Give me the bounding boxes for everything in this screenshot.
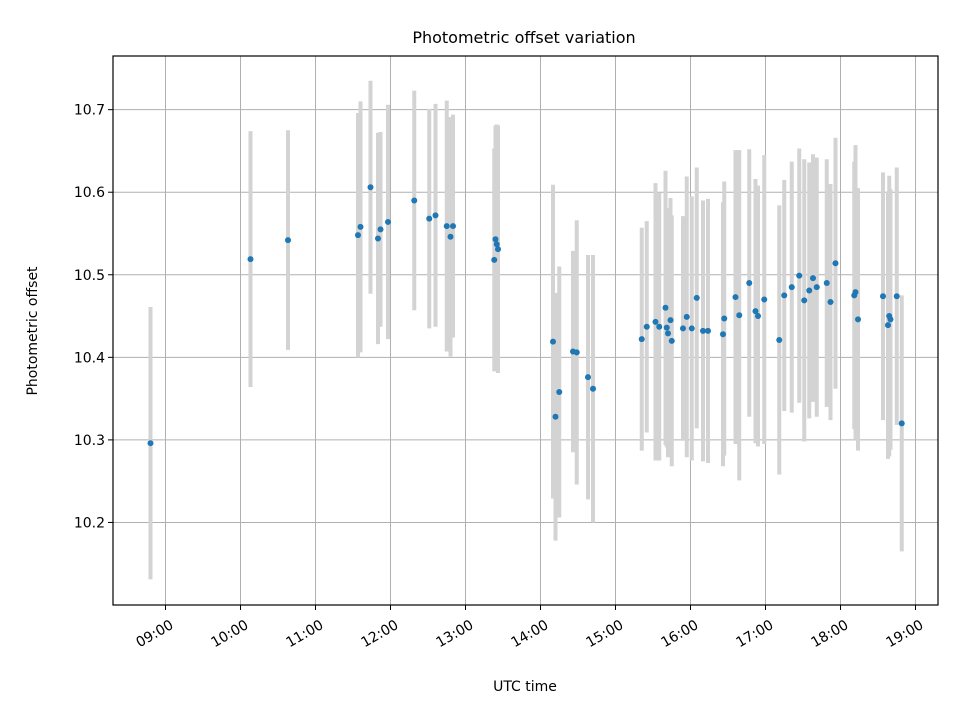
data-point — [810, 275, 816, 282]
data-point — [573, 349, 580, 356]
data-point — [411, 197, 418, 204]
data-point — [147, 440, 154, 447]
chart-title: Photometric offset variation — [412, 28, 635, 47]
x-tick-label: 09:00 — [133, 617, 176, 651]
data-point — [656, 323, 663, 330]
data-point — [813, 284, 820, 291]
data-point — [855, 316, 861, 323]
x-tick-label: 12:00 — [358, 617, 401, 651]
y-tick-label: 10.5 — [74, 268, 105, 284]
data-point — [367, 184, 374, 191]
data-point — [450, 223, 456, 230]
data-point — [652, 318, 659, 325]
data-point — [493, 241, 500, 248]
data-point — [550, 338, 556, 345]
y-axis-label: Photometric offset — [25, 266, 41, 396]
data-point — [285, 237, 291, 244]
data-point — [801, 297, 808, 304]
data-point — [755, 313, 761, 320]
data-point — [898, 420, 905, 427]
data-point — [556, 389, 563, 396]
data-point — [880, 293, 886, 300]
data-point — [746, 280, 753, 287]
data-point — [357, 223, 364, 230]
data-point — [705, 327, 711, 334]
data-point — [590, 385, 596, 392]
x-tick-label: 10:00 — [208, 617, 251, 651]
data-point — [663, 324, 670, 331]
data-point — [688, 325, 695, 332]
data-point — [893, 293, 900, 300]
x-tick-label: 14:00 — [508, 617, 551, 651]
data-point — [662, 304, 669, 311]
data-point — [823, 280, 830, 287]
data-point — [761, 296, 768, 303]
data-point — [643, 323, 650, 330]
data-point — [885, 322, 891, 329]
data-point — [667, 317, 674, 324]
data-point — [732, 294, 739, 301]
data-point — [700, 327, 706, 334]
y-tick-label: 10.3 — [74, 433, 105, 449]
data-point — [776, 336, 783, 343]
data-point — [680, 325, 686, 332]
data-point — [720, 331, 726, 338]
data-point — [585, 374, 591, 381]
x-tick-label: 15:00 — [583, 617, 626, 651]
x-tick-label: 18:00 — [808, 617, 851, 651]
data-point — [693, 294, 700, 301]
x-tick-label: 19:00 — [883, 617, 926, 651]
data-point — [447, 233, 454, 240]
data-point — [247, 256, 254, 263]
x-tick-label: 13:00 — [433, 617, 476, 651]
y-tick-label: 10.7 — [74, 103, 105, 119]
data-point — [426, 215, 433, 222]
data-point — [492, 236, 499, 243]
y-tick-label: 10.4 — [74, 350, 105, 366]
plot-frame — [112, 55, 939, 606]
data-point — [806, 287, 813, 294]
data-point — [552, 413, 559, 420]
x-tick-label: 17:00 — [733, 617, 776, 651]
data-point — [796, 272, 803, 279]
data-point — [355, 232, 361, 239]
data-point — [495, 246, 501, 253]
data-point — [665, 330, 671, 337]
data-point — [832, 260, 839, 267]
data-point — [638, 336, 645, 343]
error-bars — [148, 80, 904, 580]
data-point — [683, 313, 690, 320]
data-point — [443, 223, 450, 230]
data-point — [491, 256, 498, 263]
x-tick-label: 16:00 — [658, 617, 701, 651]
data-point — [827, 299, 834, 306]
y-tick-label: 10.6 — [74, 185, 105, 201]
data-point — [752, 308, 759, 315]
y-tick-label: 10.2 — [74, 515, 105, 531]
data-point — [668, 337, 675, 344]
x-axis-label: UTC time — [493, 679, 557, 695]
x-tick-label: 11:00 — [283, 617, 326, 651]
data-point — [852, 289, 859, 296]
x-axis-ticks: 09:00 10:00 11:00 12:00 13:00 14:00 15:00 16:00… — [133, 605, 926, 651]
data-point — [377, 226, 384, 233]
data-point — [781, 292, 788, 299]
data-point — [788, 284, 795, 291]
data-points — [147, 184, 905, 447]
data-point — [432, 212, 439, 219]
data-point — [721, 315, 728, 322]
data-point — [385, 218, 391, 225]
y-axis-ticks: 10.2 10.3 10.4 10.5 10.6 10.7 — [74, 103, 113, 531]
data-point — [887, 316, 894, 323]
data-point — [736, 312, 743, 319]
data-point — [375, 235, 381, 242]
